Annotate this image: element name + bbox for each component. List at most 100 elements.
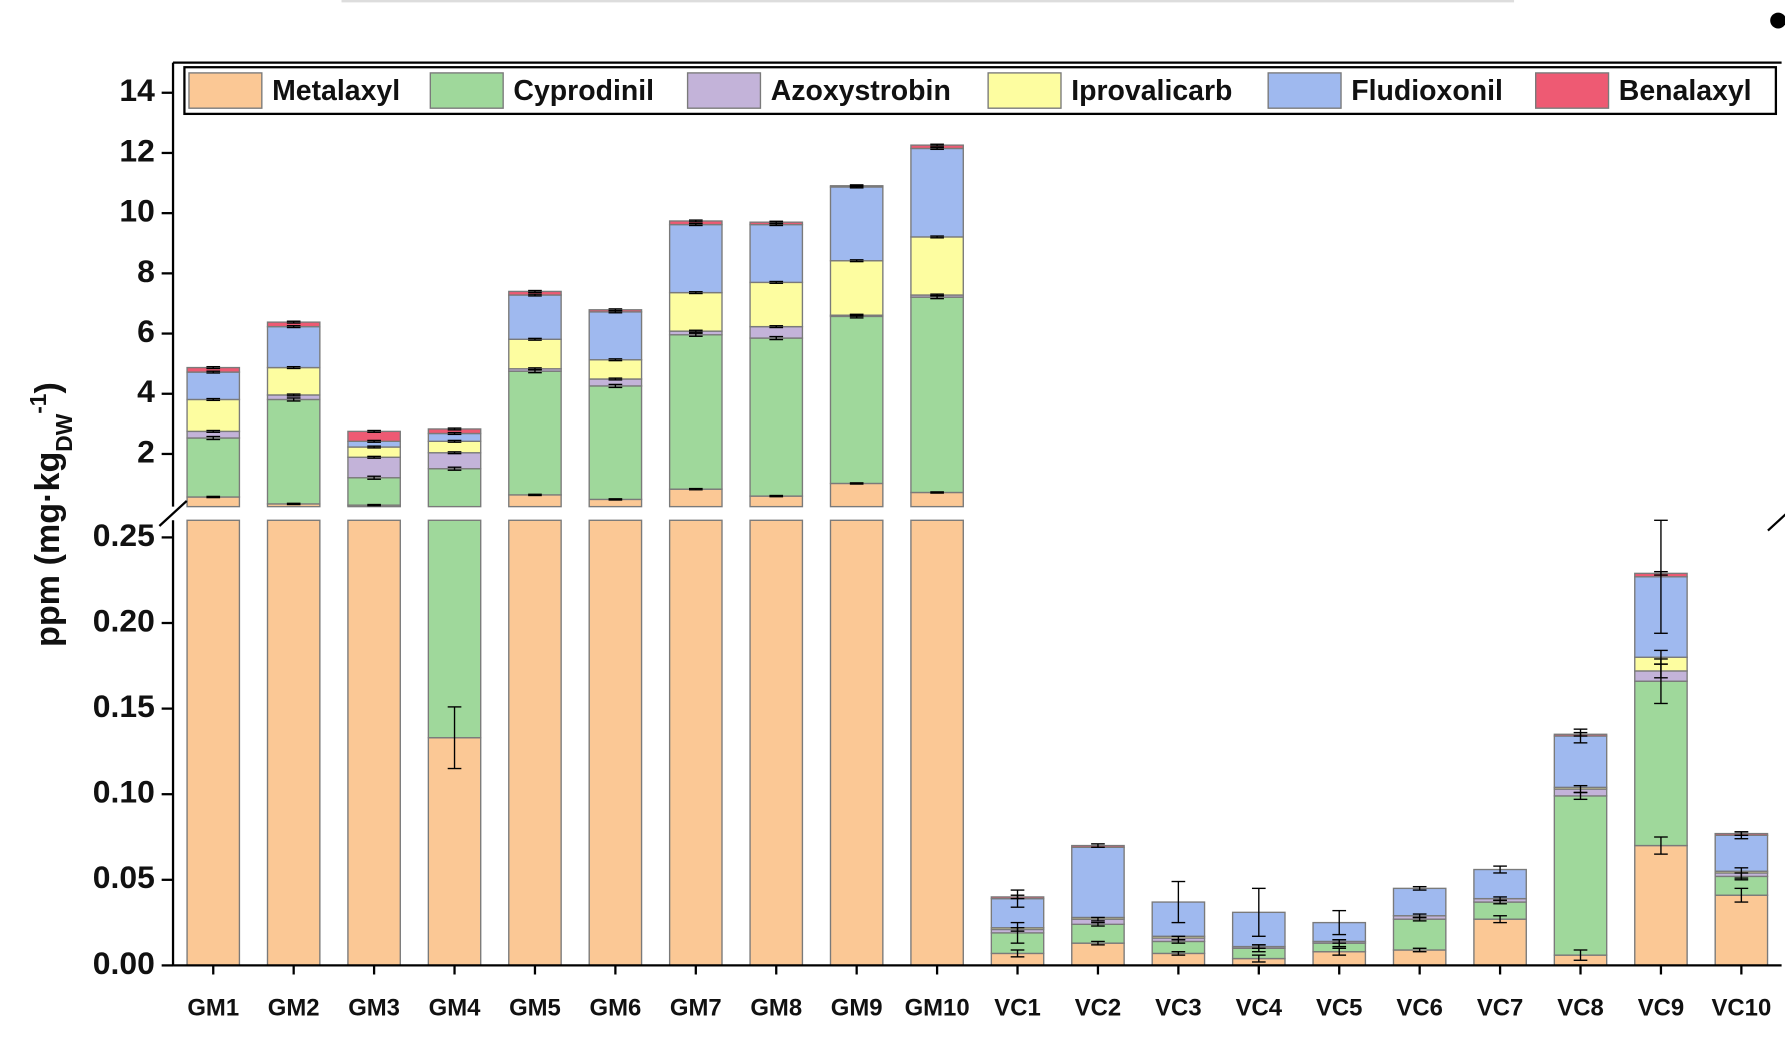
error-bar [206,397,221,402]
bar-segment [588,385,643,501]
error-bar [1171,880,1186,924]
bar-segment [1634,680,1688,847]
error-bar [1010,949,1025,958]
bar-segment [749,337,804,497]
error-bar [1251,944,1266,949]
x-tick-label: VC6 [1396,994,1442,1021]
error-bar [1091,940,1105,946]
error-bar [688,332,703,337]
x-tick-label: GM8 [750,994,802,1021]
bar-segment [910,491,964,508]
x-tick-label: GM3 [348,994,400,1021]
error-bar [286,325,301,329]
error-bar [1654,836,1668,855]
error-bar [930,235,944,239]
error-bar [447,427,462,431]
error-bar [769,220,784,224]
bar-segment [186,437,241,498]
plot-area: GM1 GM2 GM3 GM4 GM5 GM6 GM7 GM8 GM9 GM10 VC1 VC2 VC3… [175,143,1784,1021]
error-bar [206,370,221,374]
bar-segment [427,452,482,470]
error-bar [769,280,784,284]
error-bar [1091,916,1105,922]
legend-label: Metalaxyl [272,75,400,107]
error-bar [1010,927,1025,932]
bar-segment [347,477,401,506]
bar-segment [1553,795,1608,956]
x-tick-label: VC2 [1075,994,1121,1021]
bar-segment [427,519,482,739]
error-bar [206,495,221,499]
bar-segment [829,186,884,262]
error-bar [688,219,703,223]
x-tick-label: GM6 [589,994,641,1021]
error-bar [1010,894,1025,900]
error-bar [608,498,623,501]
y-tick-label: 14 [119,72,155,108]
bar-segment [910,296,964,494]
y-tick-label: 12 [119,132,154,168]
legend-swatch [1267,72,1342,109]
x-tick-label: VC4 [1236,994,1283,1021]
error-bar [367,439,381,443]
bar-segment [749,495,804,508]
y-tick-label: 0.00 [93,945,155,981]
error-bar [1412,885,1427,891]
y-tick-label: 6 [137,313,155,349]
error-bar [849,482,864,485]
error-bar [1734,867,1749,879]
bar-segment [829,519,884,967]
bar-segment [1071,942,1125,967]
bar-segment [266,398,321,505]
axis-break [158,500,188,527]
legend: Metalaxyl Cyprodinil Azoxystrobin Iprovalic… [183,66,1778,116]
error-bar [608,308,623,312]
error-bar [769,494,784,498]
bar-segment [186,371,241,401]
error-bar [608,377,623,381]
y-tick-label: 4 [137,373,155,409]
x-tick-label: GM10 [905,994,970,1021]
error-bar [1493,915,1507,924]
x-tick-label: VC3 [1155,994,1201,1021]
bar-segment [508,519,562,967]
error-bar [930,146,944,151]
bar-segment [266,519,321,967]
bar-segment [749,519,804,967]
bar-segment [829,315,884,485]
error-bar [688,487,703,491]
y-tick-label: 10 [119,193,154,229]
y-title-end: ) [29,382,67,393]
error-bar [206,365,221,370]
bar-segment [829,260,884,316]
bar-segment [347,456,401,479]
error-bar [528,337,542,341]
legend-label: Iprovalicarb [1071,75,1232,107]
error-bar [1412,913,1427,919]
error-bar [367,455,381,459]
bar-segment [508,294,562,340]
y-title-main: ppm (mg·kg [29,452,67,647]
error-bar [1332,909,1347,936]
error-bar [367,503,381,507]
error-bar [769,335,784,341]
bar-segment [186,496,241,508]
x-tick-label: GM7 [670,994,722,1021]
error-bar [1251,954,1266,963]
bar-segment [749,223,804,284]
error-bar [286,393,301,397]
x-tick-label: GM5 [509,994,561,1021]
error-bar [688,291,703,295]
bar-segment [186,519,241,967]
bar-segment [1473,868,1527,900]
bar-segment [508,370,562,496]
y-tick-label: 0.10 [93,774,155,810]
error-bar [1493,896,1507,902]
bar-segment [186,398,241,433]
error-bar [930,491,944,494]
error-bar [367,445,381,449]
error-bar [1091,843,1105,848]
error-bar [1573,949,1588,961]
bar-segment [1714,894,1769,967]
